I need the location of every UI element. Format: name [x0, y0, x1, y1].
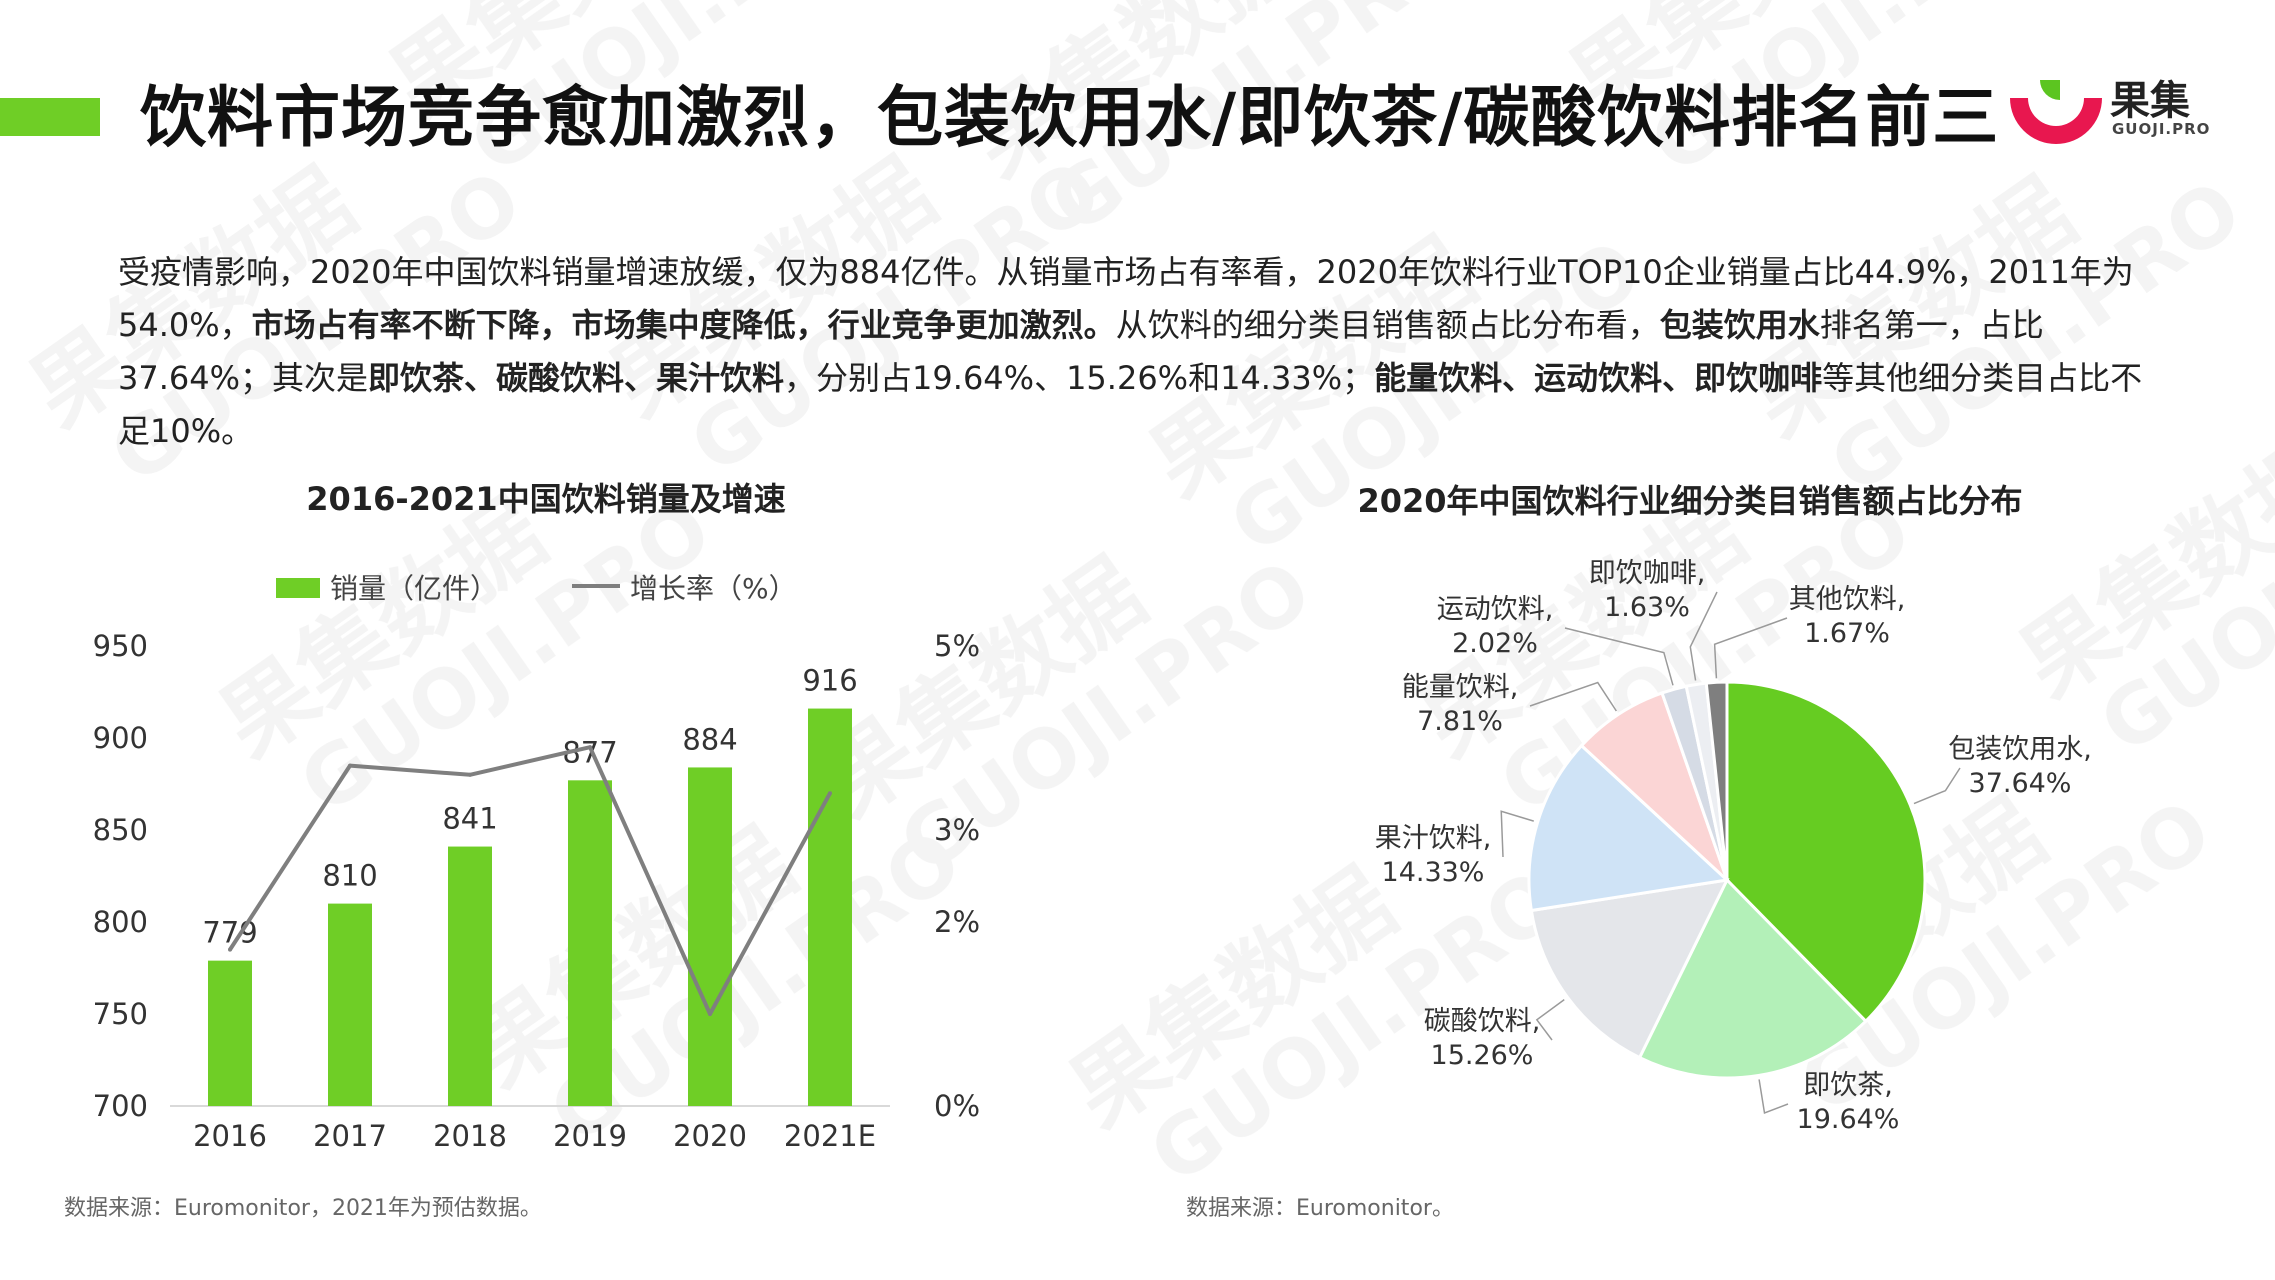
bar-value-label: 810	[322, 859, 377, 893]
pie-slice	[1529, 878, 1730, 1060]
pie-slice-percent: 19.64%	[1797, 1104, 1900, 1135]
growth-rate-line	[228, 745, 832, 1016]
y-left-tick-label: 900	[93, 721, 148, 755]
pie-leader-line	[1713, 617, 1788, 679]
pie-slice-percent: 37.64%	[1969, 768, 2072, 799]
intro-text: 等其他细分类目占比不足10%。	[118, 359, 2143, 450]
line-point	[228, 947, 232, 952]
pie-leader-line	[1529, 681, 1617, 712]
sales-volume-chart: 2016-2021中国饮料销量及增速 销量（亿件） 增长率（%） 950 900 85…	[93, 480, 980, 1153]
y-left-tick-label: 850	[93, 813, 148, 847]
bar	[328, 903, 372, 1106]
source-note-left: 数据来源：Euromonitor，2021年为预估数据。	[64, 1196, 542, 1221]
pie-leader-line	[1758, 1079, 1789, 1115]
pie-slice	[1704, 680, 1729, 881]
logo-subtext: GUOJI.PRO	[2112, 120, 2211, 138]
y-left-tick-label: 750	[93, 997, 148, 1031]
page-title: 饮料市场竞争愈加激烈，包装饮用水/即饮茶/碳酸饮料排名前三	[140, 79, 2000, 156]
pie-leader-line	[1689, 591, 1718, 681]
pie-slice-percent: 2.02%	[1452, 628, 1538, 659]
line-point	[588, 745, 592, 750]
guoji-logo-icon	[2010, 80, 2102, 144]
intro-text: 排名第一，占比37.64%；其次是	[118, 306, 2044, 397]
y-left-tick-label: 800	[93, 905, 148, 939]
intro-paragraph: 受疫情影响，2020年中国饮料销量增速放缓，仅为884亿件。从销量市场占有率看，…	[118, 246, 2148, 458]
pie-slice-name: 包装饮用水,	[1948, 734, 2092, 765]
chart-title: 2020年中国饮料行业细分类目销售额占比分布	[1357, 482, 2022, 520]
pie-slice-percent: 1.67%	[1804, 618, 1890, 649]
pie-leader-line	[1535, 999, 1565, 1041]
bar	[688, 767, 732, 1106]
line-point	[348, 763, 352, 768]
y-right-tick-label: 5%	[934, 629, 980, 663]
pie-slice-name: 即饮咖啡,	[1589, 558, 1706, 589]
legend-bar-swatch	[276, 578, 320, 598]
x-tick-label: 2016	[193, 1119, 267, 1153]
title-accent-bar	[0, 98, 100, 136]
x-tick-label: 2019	[553, 1119, 627, 1153]
pie-slice-percent: 15.26%	[1431, 1040, 1534, 1071]
logo-text: 果集	[2110, 78, 2190, 124]
y-right-tick-label: 2%	[934, 905, 980, 939]
intro-text: 受疫情影响，2020年中国饮料销量增速放缓，仅为884亿件。从销量市场占有率看，…	[118, 253, 2134, 344]
pie-slice	[1725, 680, 1927, 1024]
pie-slice-percent: 1.63%	[1604, 592, 1690, 623]
intro-text: ，分别占19.64%、15.26%和14.33%；	[784, 359, 1375, 397]
bar	[568, 780, 612, 1106]
bar-value-label: 884	[682, 722, 737, 756]
pie-leader-line	[1564, 627, 1674, 686]
bar-value-label: 916	[802, 664, 857, 698]
pie-slice-name: 即饮茶,	[1803, 1070, 1893, 1101]
pie-leader-line	[1913, 767, 1961, 805]
pie-slice-name: 运动饮料,	[1437, 594, 1554, 625]
line-point	[828, 791, 832, 796]
x-tick-label: 2021E	[784, 1119, 876, 1153]
pie-leader-line	[1500, 810, 1534, 858]
y-right-tick-label: 0%	[934, 1089, 980, 1123]
legend-bar-label: 销量（亿件）	[330, 572, 498, 605]
source-note-right: 数据来源：Euromonitor。	[1186, 1196, 1454, 1221]
bar	[808, 708, 852, 1106]
x-tick-label: 2018	[433, 1119, 507, 1153]
pie-slice	[1637, 877, 1868, 1080]
category-share-pie-chart: 2020年中国饮料行业细分类目销售额占比分布 包装饮用水,37.64%即饮茶,1…	[1357, 482, 2092, 1135]
line-point	[468, 772, 472, 777]
y-right-tick-label: 3%	[934, 813, 980, 847]
intro-bold-text: 市场占有率不断下降，市场集中度降低，行业竞争更加激烈。	[251, 306, 1116, 344]
x-tick-label: 2017	[313, 1119, 387, 1153]
legend-line-label: 增长率（%）	[630, 572, 797, 605]
chart-title: 2016-2021中国饮料销量及增速	[306, 480, 785, 518]
y-left-tick-label: 950	[93, 629, 148, 663]
pie-slice-name: 其他饮料,	[1789, 584, 1906, 615]
intro-text: 从饮料的细分类目销售额占比分布看，	[1115, 306, 1660, 344]
pie-slice-name: 能量饮料,	[1402, 672, 1519, 703]
y-left-tick-label: 700	[93, 1089, 148, 1123]
pie-slice-percent: 14.33%	[1382, 857, 1485, 888]
bar	[208, 960, 252, 1106]
pie-slice-name: 碳酸饮料,	[1424, 1006, 1541, 1037]
pie-slice-name: 果汁饮料,	[1375, 823, 1492, 854]
x-tick-label: 2020	[673, 1119, 747, 1153]
pie-slice-percent: 7.81%	[1417, 706, 1503, 737]
bar	[448, 846, 492, 1106]
pie-slice	[1579, 691, 1729, 882]
bar-value-label: 841	[442, 802, 497, 836]
line-point	[708, 1012, 712, 1016]
intro-bold-text: 能量饮料、运动饮料、即饮咖啡	[1374, 359, 1823, 397]
pie-slice	[1527, 743, 1731, 913]
intro-bold-text: 即饮茶、碳酸饮料、果汁饮料	[368, 359, 785, 397]
intro-bold-text: 包装饮用水	[1659, 306, 1820, 344]
